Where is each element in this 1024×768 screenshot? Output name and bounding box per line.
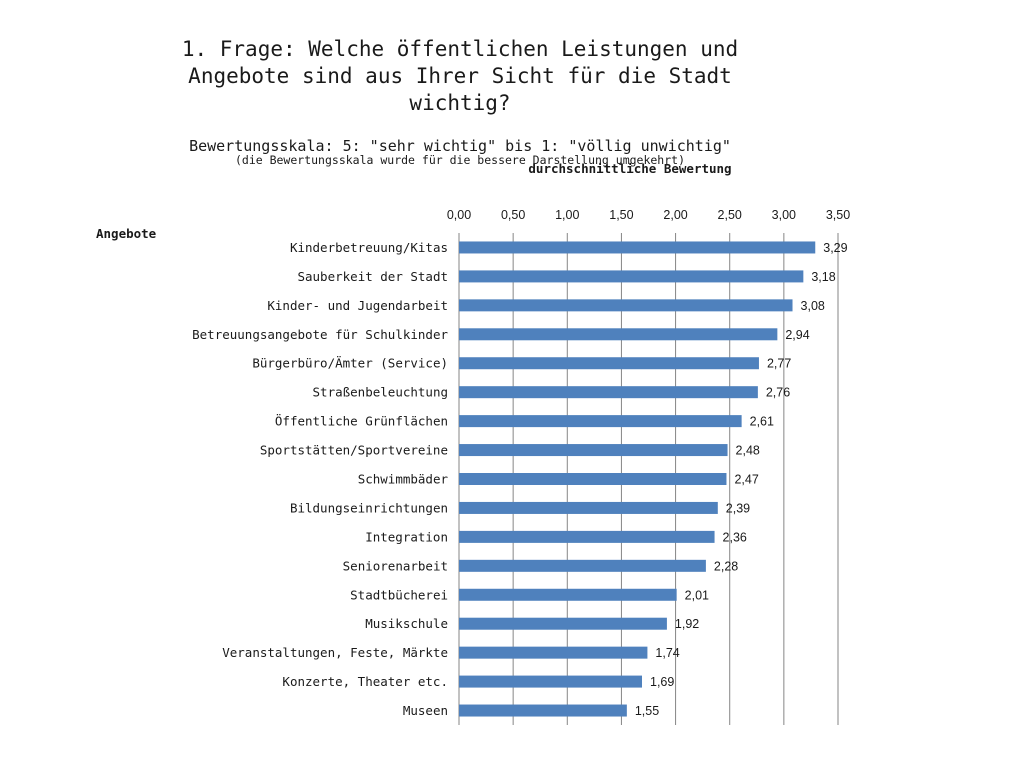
value-label: 1,69 [650, 675, 674, 689]
scale-subnote: (die Bewertungsskala wurde für die besse… [234, 153, 686, 167]
value-label: 2,39 [726, 501, 750, 515]
x-tick-label: 0,00 [447, 208, 471, 222]
bar [459, 559, 706, 572]
chart-title-line-1: 1. Frage: Welche öffentlichen Leistungen… [181, 37, 739, 61]
x-tick-label: 2,50 [718, 208, 742, 222]
x-tick-label: 3,00 [772, 208, 796, 222]
category-label: Öffentliche Grünflächen [275, 413, 448, 429]
value-label: 3,29 [823, 241, 847, 255]
scale-note: Bewertungsskala: 5: "sehr wichtig" bis 1… [189, 137, 731, 155]
category-label: Museen [403, 703, 448, 718]
bar [459, 646, 648, 659]
value-label: 1,55 [635, 704, 659, 718]
value-label: 2,76 [766, 386, 790, 400]
value-label: 2,48 [736, 444, 760, 458]
value-label: 2,01 [685, 588, 709, 602]
category-labels: Kinderbetreuung/Kitas Sauberkeit der Stad… [192, 240, 448, 718]
bar [459, 675, 643, 688]
category-label: Stadtbücherei [350, 587, 448, 602]
category-label: Bürgerbüro/Ämter (Service) [252, 356, 448, 371]
category-label: Konzerte, Theater etc. [282, 674, 448, 689]
bar [459, 328, 778, 341]
value-label: 2,47 [734, 473, 758, 487]
x-tick-label: 1,00 [555, 208, 579, 222]
category-label: Straßenbeleuchtung [313, 385, 448, 400]
category-label: Sauberkeit der Stadt [297, 269, 448, 284]
value-label: 1,92 [675, 617, 699, 631]
x-tick-label: 0,50 [501, 208, 525, 222]
category-label: Veranstaltungen, Feste, Märkte [222, 645, 448, 660]
category-label: Integration [365, 529, 448, 544]
x-tick-label: 1,50 [609, 208, 633, 222]
x-tick-label: 3,50 [826, 208, 850, 222]
bar [459, 415, 742, 428]
value-label: 2,36 [723, 530, 747, 544]
bars [459, 241, 816, 717]
category-label: Schwimmbäder [358, 472, 449, 487]
value-label: 2,94 [785, 328, 809, 342]
chart-title-line-2: Angebote sind aus Ihrer Sicht für die St… [188, 64, 732, 88]
category-label: Sportstätten/Sportvereine [260, 443, 448, 458]
bar [459, 473, 727, 485]
bar [459, 444, 728, 457]
bar [459, 617, 667, 630]
bar [459, 530, 715, 543]
bar [459, 299, 793, 312]
value-label: 1,74 [655, 646, 679, 660]
value-label: 2,28 [714, 559, 738, 573]
value-label: 3,18 [811, 270, 835, 284]
x-tick-label: 2,00 [663, 208, 687, 222]
category-label: Seniorenarbeit [343, 558, 448, 573]
value-label: 2,61 [750, 415, 774, 429]
category-label: Kinderbetreuung/Kitas [290, 240, 448, 255]
x-axis-title: durchschnittliche Bewertung [528, 161, 732, 176]
x-axis-ticks: 0,00 0,50 1,00 1,50 2,00 2,50 3,00 3,50 [447, 208, 850, 222]
bar [459, 588, 677, 601]
bar [459, 270, 804, 283]
bar [459, 704, 627, 717]
value-labels: 3,29 3,18 3,08 2,94 2,77 2,76 2,61 2,48 2,47 2,39… [635, 241, 848, 718]
category-label: Kinder- und Jugendarbeit [267, 298, 448, 313]
y-axis-title: Angebote [96, 226, 157, 241]
category-label: Bildungseinrichtungen [290, 500, 448, 515]
category-label: Betreuungsangebote für Schulkinder [192, 327, 448, 342]
chart-title: 1. Frage: Welche öffentlichen Leistungen… [150, 36, 770, 117]
bar [459, 357, 759, 370]
bar [459, 501, 718, 514]
value-label: 3,08 [801, 299, 825, 313]
chart-title-line-3: wichtig? [409, 91, 511, 115]
bar [459, 241, 816, 254]
value-label: 2,77 [767, 357, 791, 371]
bar [459, 386, 758, 399]
category-label: Musikschule [365, 616, 448, 631]
